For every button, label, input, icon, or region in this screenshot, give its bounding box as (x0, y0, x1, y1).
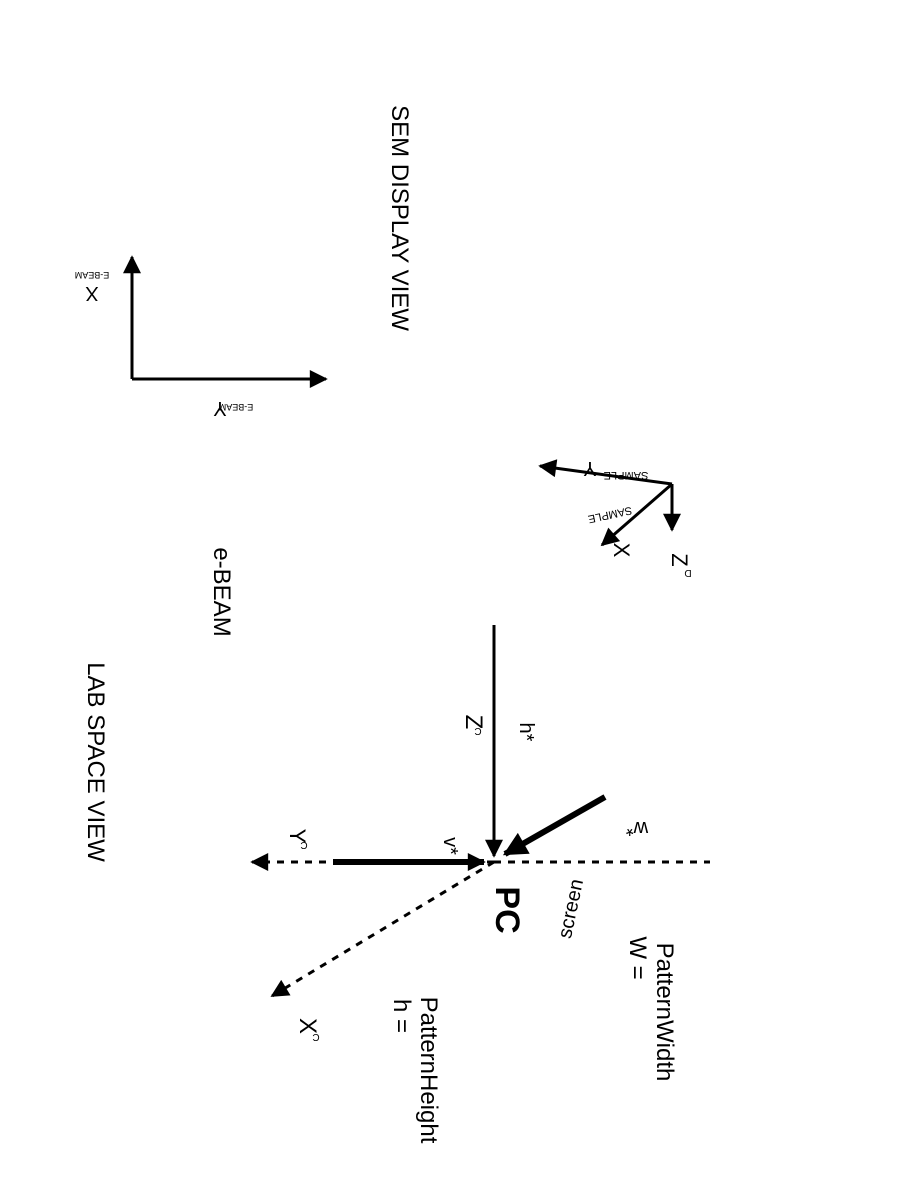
pattern-height-label: PatternHeight (415, 997, 442, 1144)
lab-w-star-arrow (502, 794, 607, 857)
pc-label: PC (488, 886, 526, 933)
svg-text:X: X (294, 1018, 321, 1034)
sample-z-axis-label: Z D (667, 553, 692, 578)
lab-space-view-title: LAB SPACE VIEW (82, 662, 109, 862)
pattern-width-label: PatternWidth (651, 943, 678, 1082)
svg-text:C: C (474, 725, 481, 736)
lab-h-star-label: h* (515, 723, 537, 742)
svg-text:SAMPLE: SAMPLE (587, 504, 633, 525)
sample-y-axis-arrow (538, 459, 673, 486)
svg-text:C: C (312, 1031, 319, 1042)
svg-text:E-BEAM: E-BEAM (219, 402, 254, 412)
sem-x-axis-label: X E-BEAM (75, 270, 110, 304)
svg-text:Z: Z (667, 553, 692, 566)
screen-label: screen (554, 877, 588, 940)
lab-xc-axis-label: X C (294, 1018, 321, 1042)
h-equals-label: h = (388, 999, 415, 1033)
lab-yc-axis-label: Y C (285, 829, 310, 850)
svg-text:X: X (85, 282, 98, 304)
e-beam-label: e-BEAM (208, 547, 235, 636)
svg-text:Y: Y (285, 829, 310, 844)
sem-display-view-title: SEM DISPLAY VIEW (386, 105, 413, 331)
svg-text:X: X (609, 543, 634, 558)
svg-text:Y: Y (583, 457, 596, 479)
w-equals-label: W = (624, 936, 651, 979)
sample-y-axis-label: Y SAMPLE (583, 457, 648, 481)
lab-w-star-label: w* (626, 817, 649, 839)
svg-text:SAMPLE: SAMPLE (604, 469, 649, 481)
sample-x-axis-label: X SAMPLE (587, 504, 634, 558)
lab-v-star-label: v* (439, 837, 461, 855)
lab-zc-axis-label: Z C (460, 715, 487, 736)
svg-text:C: C (300, 839, 307, 850)
sem-y-axis-label: Y E-BEAM (213, 397, 253, 419)
lab-xc-axis-arrow (270, 860, 495, 998)
svg-text:D: D (684, 567, 691, 578)
sample-x-axis-arrow (600, 482, 673, 547)
svg-text:Y: Y (213, 397, 226, 419)
svg-text:Z: Z (460, 715, 487, 730)
svg-text:E-BEAM: E-BEAM (75, 270, 110, 280)
